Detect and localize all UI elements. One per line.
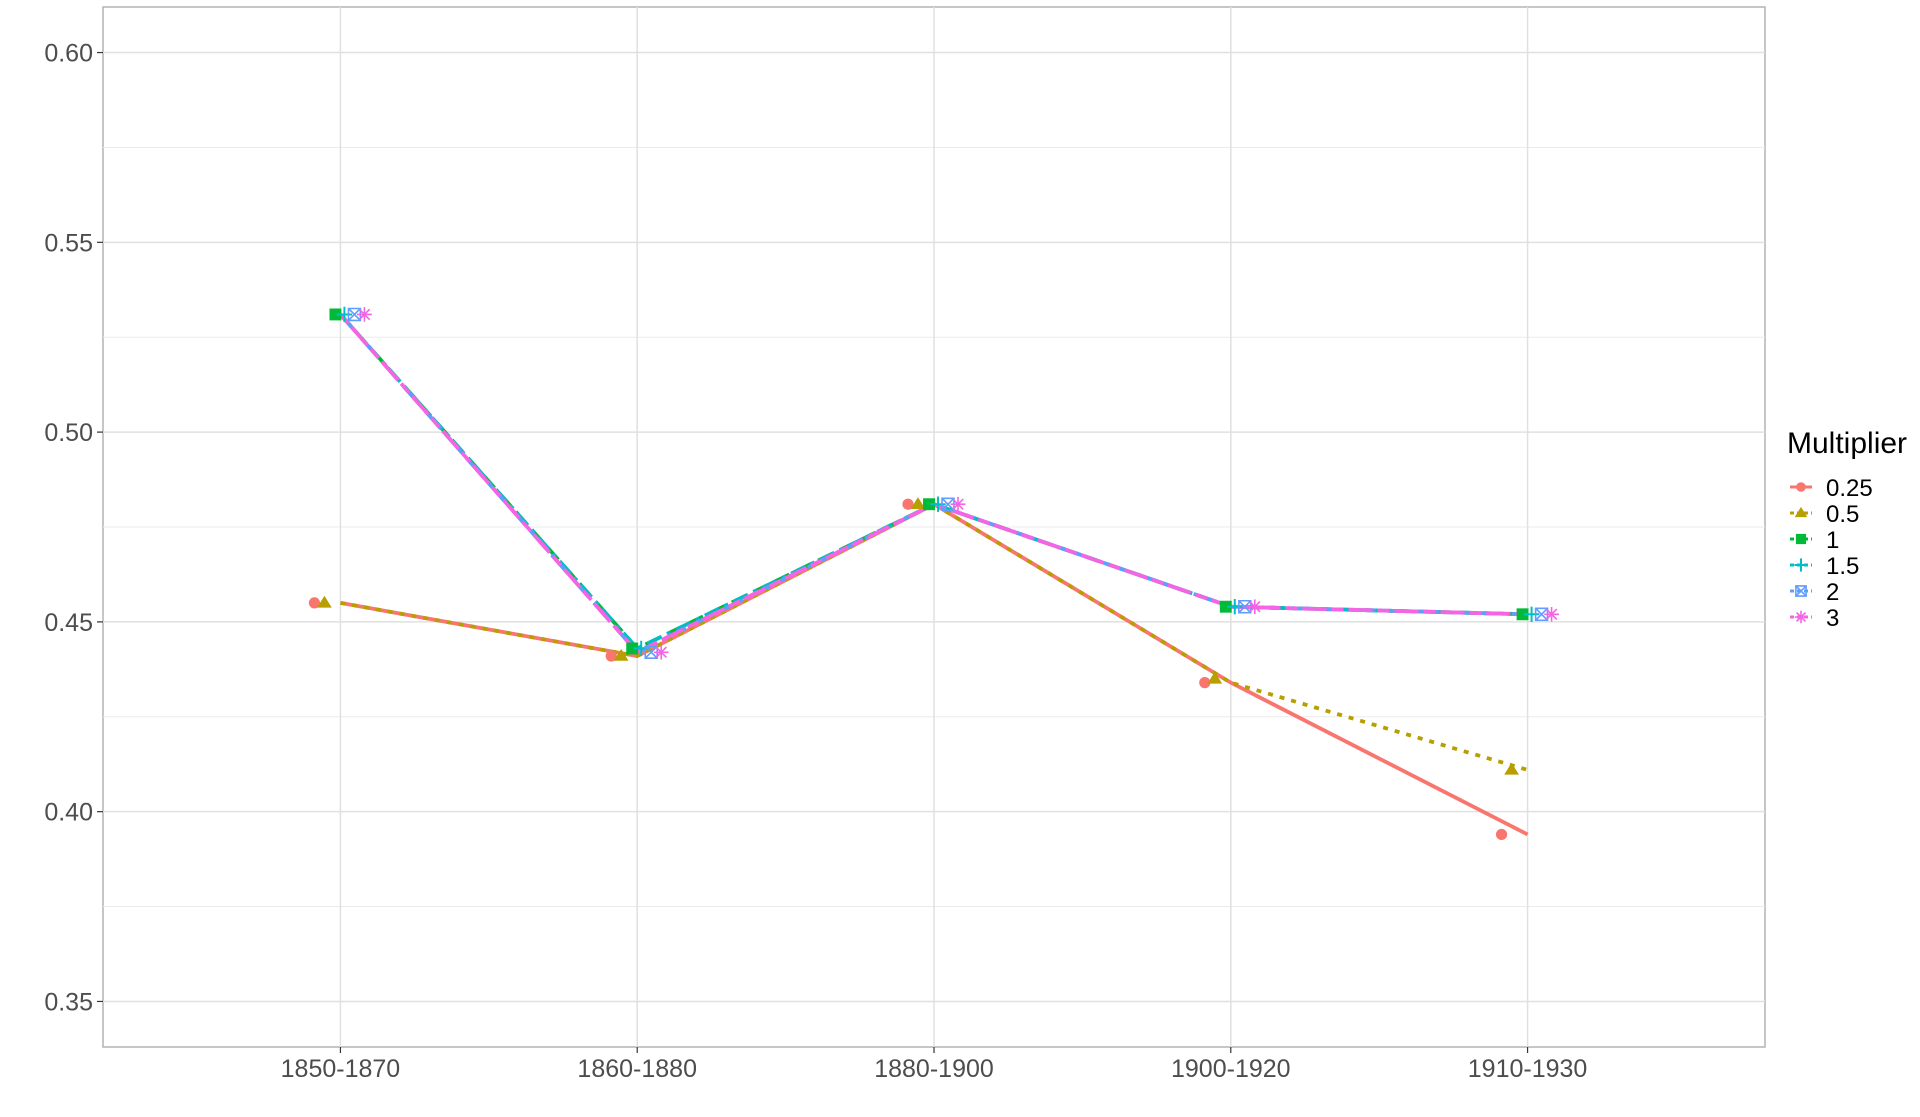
data-point-3 xyxy=(357,307,372,322)
data-point-3 xyxy=(653,644,669,660)
data-point-1 xyxy=(1219,600,1232,613)
data-point-0.25 xyxy=(605,650,617,662)
legend: Multiplier 0.250.511.523 xyxy=(1787,427,1907,632)
y-axis: 0.35 0.40 0.45 0.50 0.55 0.60 xyxy=(44,40,103,1016)
legend-label: 0.25 xyxy=(1826,475,1873,502)
x-tick-label: 1850-1870 xyxy=(281,1055,401,1083)
x-tick-label: 1860-1880 xyxy=(577,1055,697,1083)
legend-key-triangle-icon xyxy=(1794,506,1808,518)
y-tick-label: 0.35 xyxy=(44,988,93,1016)
data-point-1.5 xyxy=(930,496,946,512)
data-point-3 xyxy=(1247,599,1263,615)
y-tick-label: 0.55 xyxy=(44,229,93,257)
data-point-1.5 xyxy=(336,306,353,323)
data-point-0.25 xyxy=(1199,677,1211,689)
data-point-1.5 xyxy=(1523,606,1540,622)
legend-label: 2 xyxy=(1826,579,1839,606)
data-point-0.25 xyxy=(902,498,914,510)
data-point-0.5 xyxy=(1504,762,1519,775)
legend-key-square-icon xyxy=(1795,533,1807,545)
data-point-0.5 xyxy=(317,595,332,608)
series-points xyxy=(308,306,1559,841)
data-point-3 xyxy=(950,496,966,512)
data-point-2 xyxy=(1534,607,1549,622)
data-point-1 xyxy=(923,498,935,511)
data-point-0.5 xyxy=(613,648,629,661)
y-tick-label: 0.40 xyxy=(44,799,93,827)
data-point-2 xyxy=(644,645,658,660)
x-tick-label: 1900-1920 xyxy=(1171,1055,1291,1083)
x-tick-label: 1880-1900 xyxy=(874,1055,994,1083)
series-line-0.5 xyxy=(340,502,1529,772)
data-point-3 xyxy=(1544,606,1559,622)
data-point-0.5 xyxy=(910,497,926,509)
legend-label: 1 xyxy=(1826,527,1839,554)
legend-key-squarex-icon xyxy=(1795,585,1807,597)
legend-key-asterisk-icon xyxy=(1794,610,1808,624)
y-tick-label: 0.45 xyxy=(44,609,93,637)
legend-label: 3 xyxy=(1826,605,1839,632)
data-point-2 xyxy=(1238,599,1252,614)
data-point-2 xyxy=(941,497,955,511)
legend-key-plus-icon xyxy=(1794,558,1808,572)
data-point-0.25 xyxy=(1495,828,1508,841)
y-tick-label: 0.50 xyxy=(44,419,93,447)
legend-key-circle-icon xyxy=(1796,482,1806,492)
data-point-1 xyxy=(329,308,342,321)
series-line-3 xyxy=(339,313,1528,655)
data-point-1 xyxy=(626,642,639,655)
data-point-0.25 xyxy=(308,597,321,609)
data-point-0.5 xyxy=(1207,671,1223,684)
data-point-2 xyxy=(347,307,362,322)
legend-title: Multiplier xyxy=(1787,427,1907,460)
data-point-1 xyxy=(1516,608,1529,621)
legend-label: 1.5 xyxy=(1826,553,1859,580)
legend-label: 0.5 xyxy=(1826,501,1859,528)
grid-lines xyxy=(103,7,1765,1047)
y-tick-label: 0.60 xyxy=(44,40,93,68)
x-axis: 1850-1870 1860-1880 1880-1900 1900-1920 1910… xyxy=(281,1047,1588,1083)
data-point-1.5 xyxy=(1227,599,1243,615)
x-tick-label: 1910-1930 xyxy=(1468,1055,1588,1083)
